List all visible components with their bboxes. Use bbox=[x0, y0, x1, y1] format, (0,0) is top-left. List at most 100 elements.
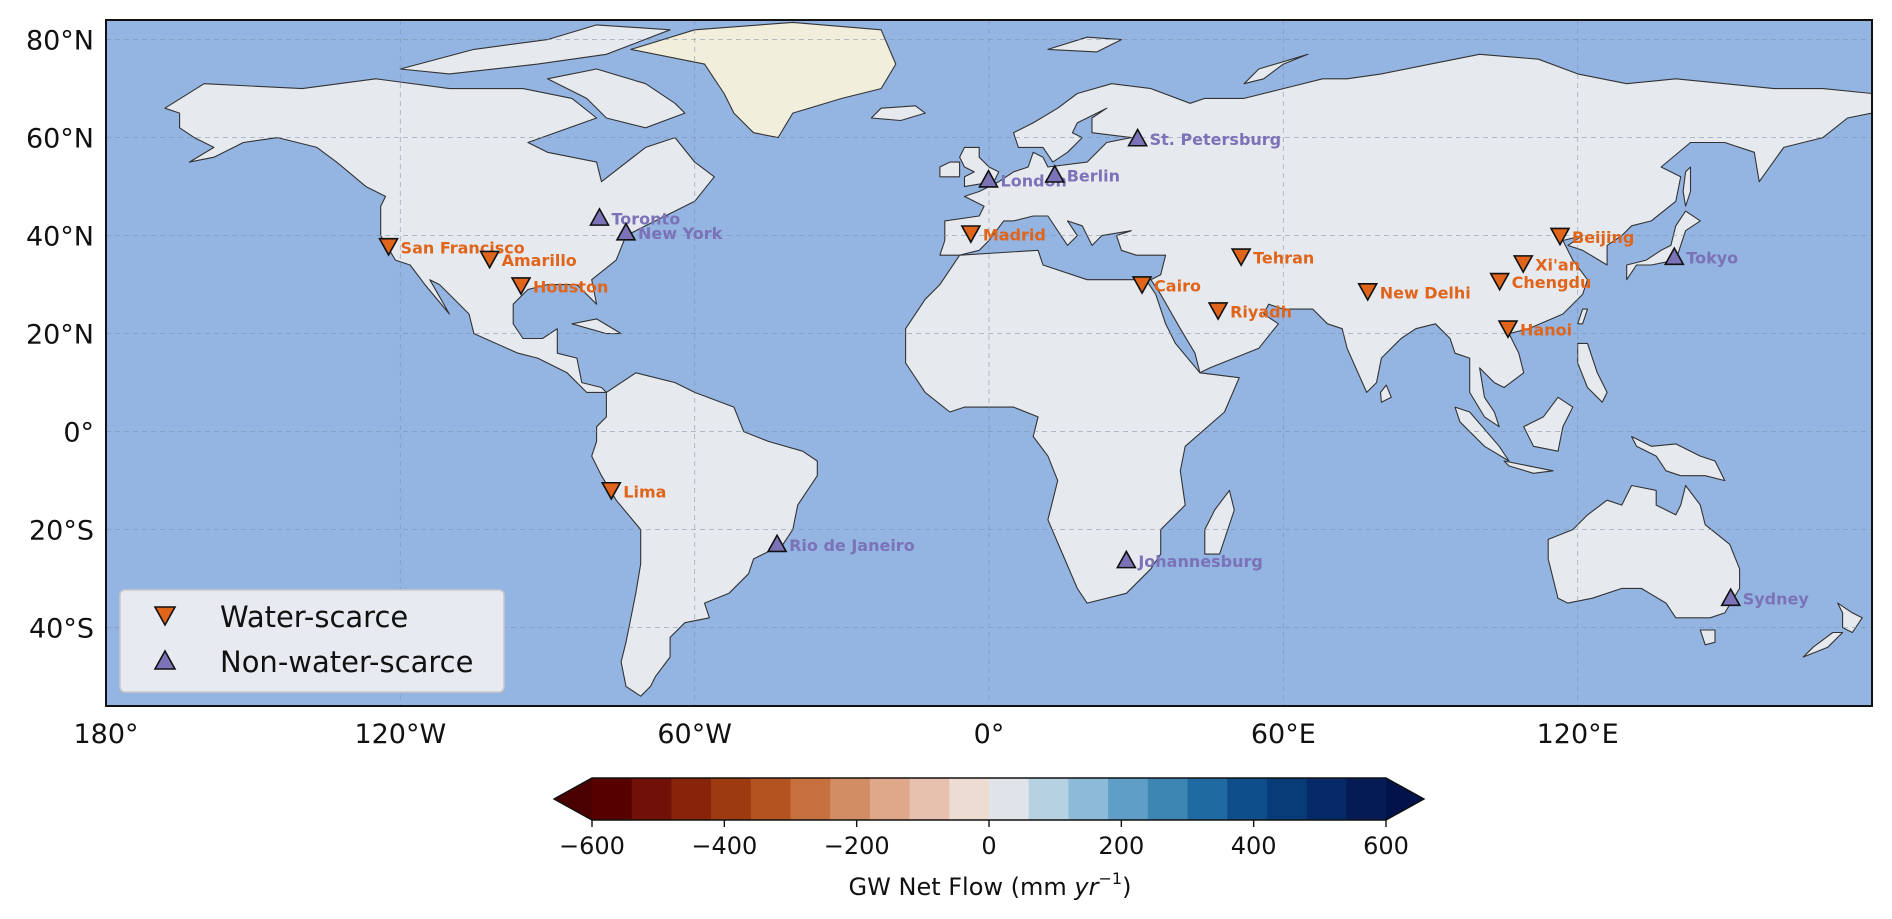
city-label: New Delhi bbox=[1380, 283, 1471, 302]
south-america-landmass bbox=[591, 372, 818, 697]
latitude-tick-label: 40°S bbox=[29, 614, 94, 645]
colorbar-label-exponent: −1 bbox=[1099, 869, 1123, 888]
non-water-scarce-legend-marker bbox=[153, 649, 177, 670]
colorbar-bin bbox=[869, 778, 911, 820]
city-marker bbox=[1357, 283, 1379, 302]
latitude-tick-label: 40°N bbox=[26, 222, 94, 253]
map-frame bbox=[105, 19, 1873, 707]
borneo-landmass bbox=[1523, 396, 1574, 452]
city-marker bbox=[1127, 127, 1148, 147]
sumatra-landmass bbox=[1454, 406, 1510, 462]
new-zealand-north-landmass bbox=[1837, 602, 1863, 634]
colorbar-extend-max bbox=[1386, 778, 1424, 820]
legend: Water-scarce Non-water-scarce bbox=[119, 589, 505, 693]
city-marker bbox=[766, 533, 788, 553]
city-marker bbox=[1497, 320, 1519, 339]
new-guinea-landmass bbox=[1631, 435, 1726, 482]
city-marker bbox=[615, 221, 637, 241]
colorbar-bin bbox=[631, 778, 672, 820]
tasmania-landmass bbox=[1699, 629, 1716, 646]
colorbar-bin bbox=[711, 778, 752, 820]
longitude-tick-labels: 180° 120°W 60°W 0° 60°E 120°E bbox=[73, 719, 1618, 750]
longitude-tick-label: 0° bbox=[974, 719, 1005, 750]
city-marker bbox=[1115, 549, 1137, 569]
city-label: St. Petersburg bbox=[1150, 130, 1282, 149]
longitude-tick-label: 180° bbox=[73, 719, 138, 750]
city-label: Hanoi bbox=[1520, 321, 1572, 340]
greenland-landmass bbox=[630, 21, 897, 139]
colorbar-tick-label: 600 bbox=[1363, 832, 1409, 860]
iceland-landmass bbox=[870, 105, 926, 122]
colorbar-extend-min bbox=[554, 778, 592, 820]
city-label: Johannesburg bbox=[1137, 552, 1262, 571]
city-marker bbox=[479, 250, 500, 270]
java-landmass bbox=[1503, 460, 1554, 474]
philippines-landmass bbox=[1577, 342, 1608, 403]
city-label: Toronto bbox=[611, 209, 680, 228]
city-marker bbox=[1489, 272, 1511, 292]
longitude-tick-label: 60°E bbox=[1251, 719, 1316, 750]
longitude-tick-label: 120°W bbox=[354, 719, 446, 750]
latitude-tick-label: 60°N bbox=[26, 124, 94, 155]
city-label: Lima bbox=[623, 482, 666, 501]
colorbar-bin bbox=[592, 778, 633, 820]
longitude-tick-label: 60°W bbox=[657, 719, 732, 750]
colorbar-bin bbox=[1346, 778, 1387, 820]
city-label: Sydney bbox=[1743, 590, 1810, 609]
legend-box bbox=[119, 589, 505, 693]
city-label: Madrid bbox=[983, 226, 1046, 245]
svalbard-landmass bbox=[1047, 36, 1122, 53]
colorbar-bin bbox=[909, 778, 950, 820]
city-marker bbox=[1512, 255, 1534, 274]
city-marker bbox=[510, 277, 532, 296]
city-marker bbox=[1720, 587, 1742, 607]
longitude-tick-label: 120°E bbox=[1537, 719, 1619, 750]
colorbar-bin bbox=[1227, 778, 1268, 820]
city-label: New York bbox=[638, 224, 723, 243]
colorbar-bin bbox=[790, 778, 831, 820]
city-label: Tehran bbox=[1253, 249, 1314, 268]
legend-non-water-scarce-label: Non-water-scarce bbox=[220, 645, 473, 679]
city-label: Beijing bbox=[1572, 228, 1634, 247]
novaya-zemlya-landmass bbox=[1243, 53, 1309, 85]
colorbar-tick-label: 400 bbox=[1231, 832, 1277, 860]
colorbar-bin bbox=[1187, 778, 1228, 820]
city-marker bbox=[960, 225, 982, 244]
japan-landmass bbox=[1626, 210, 1701, 281]
city-label: Tokyo bbox=[1686, 249, 1738, 268]
colorbar-bin bbox=[1147, 778, 1189, 820]
colorbar-label: GW Net Flow (mm yr−1) bbox=[849, 869, 1132, 901]
colorbar-tick-label: −200 bbox=[824, 832, 890, 860]
sakhalin-landmass bbox=[1682, 166, 1692, 207]
city-marker bbox=[978, 169, 999, 188]
city-label: Rio de Janeiro bbox=[789, 536, 915, 555]
city-marker bbox=[1549, 227, 1571, 247]
city-marker bbox=[378, 237, 399, 257]
colorbar-label-unit: yr bbox=[1073, 873, 1100, 901]
city-label: Cairo bbox=[1154, 277, 1201, 296]
city-marker bbox=[1131, 276, 1153, 295]
colorbar-label-main: GW Net Flow (mm bbox=[849, 873, 1075, 901]
latitude-tick-label: 80°N bbox=[26, 26, 94, 57]
legend-water-scarce-label: Water-scarce bbox=[220, 600, 408, 634]
city-label: Houston bbox=[533, 278, 608, 297]
colorbar-bin bbox=[671, 778, 712, 820]
ireland-landmass bbox=[939, 161, 961, 178]
taiwan-landmass bbox=[1577, 308, 1589, 325]
colorbar-label-close: ) bbox=[1122, 873, 1131, 901]
colorbar-bin bbox=[989, 778, 1030, 820]
city-marker bbox=[600, 481, 622, 501]
latitude-tick-label: 20°S bbox=[29, 516, 94, 547]
city-label: Xi'an bbox=[1535, 256, 1580, 275]
city-marker bbox=[1207, 302, 1229, 321]
latitude-tick-label: 0° bbox=[63, 418, 94, 449]
new-zealand-south-landmass bbox=[1802, 631, 1844, 658]
colorbar-bin bbox=[1266, 778, 1308, 820]
city-marker bbox=[1044, 164, 1066, 183]
colorbar-bin bbox=[1068, 778, 1109, 820]
colorbar-tick-label: −600 bbox=[559, 832, 625, 860]
colorbar: −600 −400 −200 0 200 400 600 bbox=[552, 777, 1426, 860]
sri-lanka-landmass bbox=[1379, 384, 1392, 403]
